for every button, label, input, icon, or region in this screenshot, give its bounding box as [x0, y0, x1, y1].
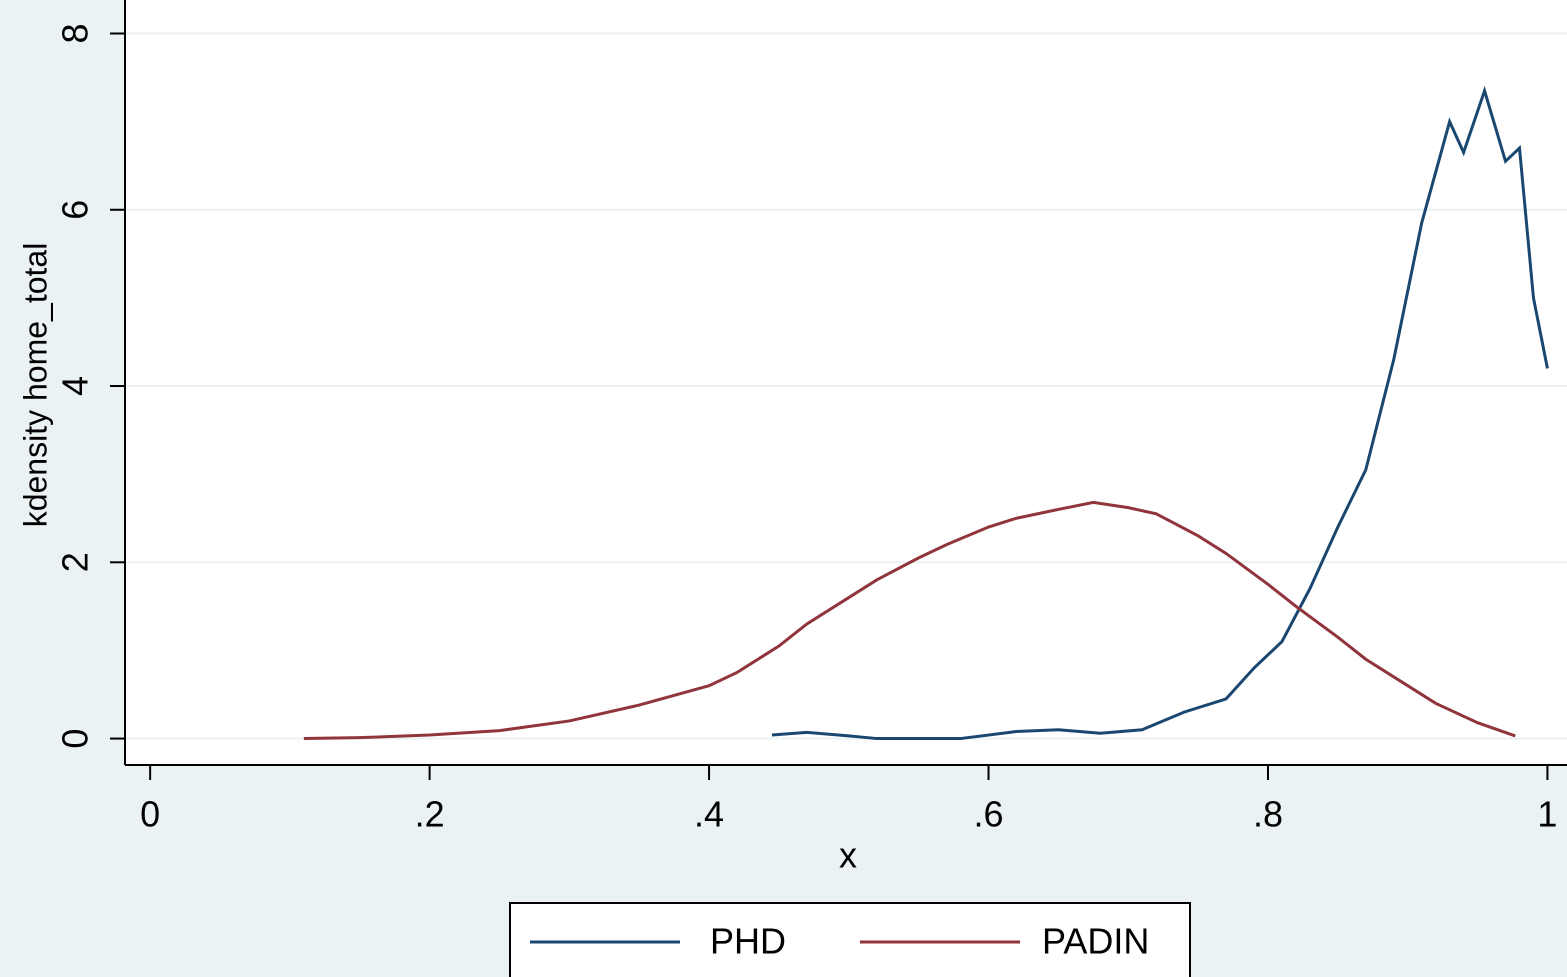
y-tick-label: 0: [55, 729, 96, 749]
x-axis-title: x: [839, 835, 857, 876]
y-tick-label: 2: [55, 552, 96, 572]
y-tick-label: 6: [55, 200, 96, 220]
legend-box: [509, 902, 1191, 977]
x-tick-label: .2: [415, 794, 445, 835]
x-tick-label: .4: [694, 794, 724, 835]
y-axis-title: kdensity home_total: [17, 243, 53, 528]
x-tick-label: 1: [1537, 794, 1557, 835]
x-tick-label: .6: [974, 794, 1004, 835]
y-tick-label: 4: [55, 376, 96, 396]
density-line: [771, 85, 1549, 741]
plot-area: [125, 0, 1567, 765]
density-line: [303, 500, 1516, 741]
legend-label: PHD: [710, 921, 786, 962]
y-tick-label: 8: [55, 23, 96, 43]
x-tick-label: .8: [1253, 794, 1283, 835]
legend-label: PADIN: [1042, 921, 1149, 962]
x-tick-label: 0: [140, 794, 160, 835]
